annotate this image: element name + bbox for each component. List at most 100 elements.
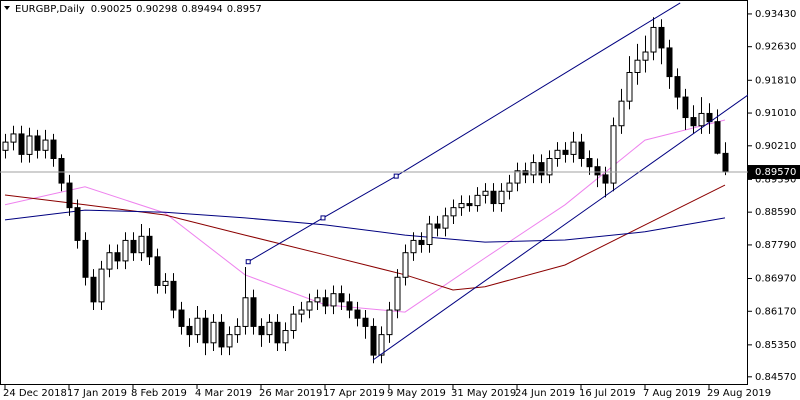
x-tick-label: 7 Aug 2019	[643, 388, 701, 399]
y-tick-label: 0.91810	[755, 75, 796, 86]
candle-body	[626, 71, 633, 102]
candle-body	[18, 133, 25, 155]
candle-body	[26, 135, 33, 155]
candle-body	[186, 325, 193, 336]
x-tick-label: 26 Mar 2019	[259, 388, 322, 399]
candle-body	[178, 309, 185, 327]
y-tick-label: 0.93430	[755, 9, 796, 20]
x-tick-label: 24 Dec 2018	[3, 388, 67, 399]
candle-body	[418, 239, 425, 246]
last-price-box	[748, 165, 800, 180]
candle-body	[330, 293, 337, 307]
x-tick-label: 9 May 2019	[387, 388, 446, 399]
candle-body	[66, 182, 73, 209]
candle-body	[394, 276, 401, 311]
open-value: 0.90025	[91, 4, 132, 15]
candle-body	[554, 149, 561, 160]
candle-body	[162, 280, 169, 286]
y-tick-label: 0.87790	[755, 240, 796, 251]
candle-body	[482, 190, 489, 196]
candle-body	[282, 330, 289, 344]
candle-body	[242, 297, 249, 327]
x-tick-label: 29 Aug 2019	[707, 388, 771, 399]
x-tick-label: 17 Jan 2019	[67, 388, 127, 399]
candle-body	[514, 170, 521, 184]
candle-body	[202, 317, 209, 344]
candle-body	[666, 47, 673, 78]
candle-body	[498, 190, 505, 205]
candle-body	[210, 321, 217, 344]
candle-body	[2, 141, 9, 151]
candle-body	[122, 239, 129, 262]
y-tick-label: 0.91010	[755, 108, 796, 119]
candle-body	[490, 190, 497, 205]
candle-body	[466, 203, 473, 207]
x-tick-label: 8 Feb 2019	[131, 388, 187, 399]
candle-body	[722, 152, 729, 173]
candle-body	[58, 158, 65, 184]
y-tick-label: 0.92630	[755, 42, 796, 53]
candle-body	[530, 162, 537, 176]
symbol-title: EURGBP,Daily	[15, 4, 85, 15]
candle-body	[234, 325, 241, 336]
high-value: 0.90298	[136, 4, 177, 15]
x-tick-label: 16 Jul 2019	[579, 388, 636, 399]
candle-body	[682, 96, 689, 119]
candle-body	[42, 139, 49, 151]
last-price-label: 0.89570	[755, 167, 796, 178]
header: EURGBP,Daily 0.90025 0.90298 0.89494 0.8957	[15, 4, 262, 15]
candle-body	[522, 170, 529, 176]
candle-body	[82, 239, 89, 278]
close-value: 0.8957	[227, 4, 262, 15]
plot-area	[2, 2, 748, 364]
candle-body	[130, 239, 137, 254]
candle-body	[538, 162, 545, 176]
candle-body	[354, 309, 361, 319]
candle-body	[690, 117, 697, 127]
candle-body	[146, 235, 153, 258]
candle-body	[698, 112, 705, 127]
trend-line	[247, 2, 681, 263]
candle-body	[10, 133, 17, 143]
candle-body	[610, 125, 617, 184]
candle-body	[562, 149, 569, 155]
candle-body	[362, 317, 369, 327]
candle-body	[594, 166, 601, 176]
y-tick-label: 0.88590	[755, 207, 796, 218]
candle-body	[154, 256, 161, 286]
x-tick-label: 4 Mar 2019	[195, 388, 252, 399]
candle-body	[266, 321, 273, 336]
candle-body	[634, 59, 641, 73]
candle-body	[658, 26, 665, 49]
trend-anchor	[245, 259, 251, 265]
candle-body	[474, 194, 481, 207]
candle-body	[674, 76, 681, 98]
candle-body	[370, 325, 377, 356]
candle-body	[314, 297, 321, 303]
candle-body	[570, 141, 577, 155]
candle-body	[506, 182, 513, 192]
candle-body	[34, 135, 41, 151]
candle-body	[714, 121, 721, 154]
candle-body	[450, 207, 457, 217]
candle-body	[338, 293, 345, 303]
y-tick-label: 0.86970	[755, 274, 796, 285]
candle-body	[170, 280, 177, 311]
y-tick-label: 0.90210	[755, 141, 796, 152]
x-tick-label: 17 Apr 2019	[323, 388, 385, 399]
candle-body	[578, 141, 585, 160]
trend-anchor	[320, 215, 326, 221]
candle-body	[250, 297, 257, 327]
candle-body	[258, 325, 265, 336]
candle-body	[650, 26, 657, 53]
candle-body	[426, 223, 433, 246]
candle-body	[546, 158, 553, 176]
candle-body	[306, 301, 313, 311]
y-tick-label: 0.85350	[755, 340, 796, 351]
moving-average	[4, 209, 726, 243]
candle-body	[194, 317, 201, 336]
candle-body	[90, 276, 97, 303]
candle-body	[290, 313, 297, 332]
x-tick-label: 31 May 2019	[451, 388, 516, 399]
candle-body	[386, 309, 393, 336]
